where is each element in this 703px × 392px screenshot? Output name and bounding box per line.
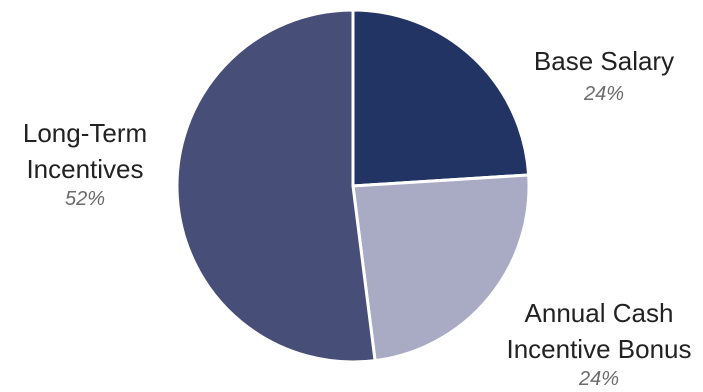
label-long-term-line-1: Long-Term xyxy=(23,118,147,148)
label-annual-cash-percent: 24% xyxy=(578,368,619,390)
slice-long-term-incentives xyxy=(175,8,377,364)
label-long-term-line-2: Incentives xyxy=(26,154,143,184)
label-base-salary: Base Salary 24% xyxy=(534,46,674,105)
slice-base-salary xyxy=(351,8,531,188)
label-annual-cash-incentive-bonus: Annual Cash Incentive Bonus 24% xyxy=(506,298,691,390)
label-long-term-incentives: Long-Term Incentives 52% xyxy=(23,118,147,210)
label-base-salary-line-1: Base Salary xyxy=(534,46,674,76)
label-long-term-percent: 52% xyxy=(65,188,105,210)
slice-annual-cash-incentive-bonus xyxy=(351,173,531,363)
pie-slices xyxy=(175,8,531,364)
label-annual-cash-line-1: Annual Cash xyxy=(525,298,674,328)
label-annual-cash-line-2: Incentive Bonus xyxy=(506,334,691,364)
label-base-salary-percent: 24% xyxy=(583,83,624,105)
